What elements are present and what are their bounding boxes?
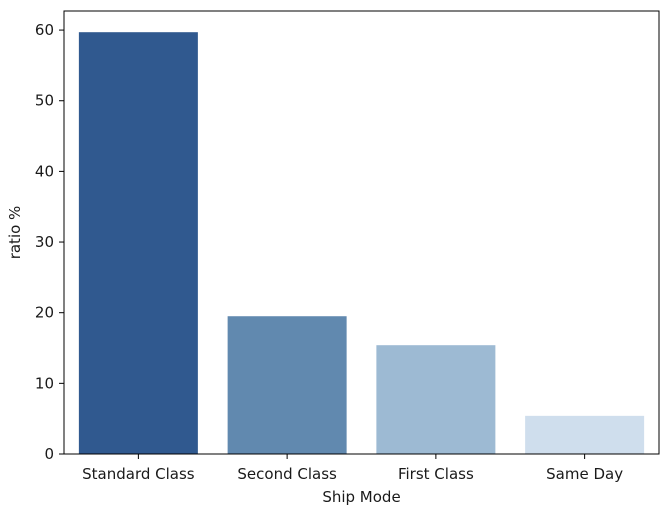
y-tick-label: 10 (35, 374, 54, 392)
x-tick-label: Second Class (237, 465, 337, 483)
bar-first-class (376, 345, 496, 454)
bar-second-class (227, 316, 347, 454)
bar-same-day (525, 415, 645, 454)
x-axis: Standard Class Second Class First Class Sam… (82, 454, 623, 483)
y-tick-label: 60 (35, 21, 54, 39)
bar-standard-class (78, 32, 198, 455)
y-axis: 0 10 20 30 40 50 60 (35, 21, 64, 463)
y-tick-label: 0 (44, 445, 54, 463)
x-axis-label: Ship Mode (322, 488, 400, 506)
bars-group (78, 32, 645, 455)
y-tick-label: 40 (35, 162, 54, 180)
x-tick-label: Standard Class (82, 465, 195, 483)
x-tick-label: Same Day (546, 465, 623, 483)
y-tick-label: 20 (35, 304, 54, 322)
y-axis-label: ratio % (6, 206, 24, 260)
y-tick-label: 30 (35, 233, 54, 251)
plot-frame (63, 10, 660, 455)
x-tick-label: First Class (398, 465, 474, 483)
y-tick-label: 50 (35, 92, 54, 110)
